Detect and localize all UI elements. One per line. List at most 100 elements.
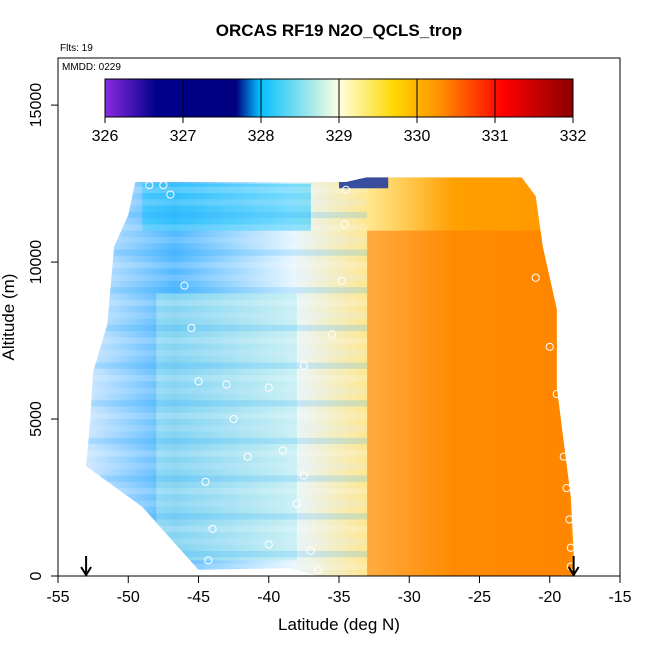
field-stripe — [86, 488, 368, 495]
chart-title: ORCAS RF19 N2O_QCLS_trop — [216, 21, 463, 40]
y-tick-label: 15000 — [28, 83, 45, 128]
y-tick-label: 5000 — [28, 401, 45, 437]
sample-point — [566, 543, 575, 552]
field-stripe — [86, 400, 368, 407]
sample-point — [208, 524, 217, 534]
sample-point — [419, 166, 428, 176]
field-stripe — [86, 513, 368, 520]
x-axis-label: Latitude (deg N) — [278, 615, 400, 634]
colorbar-tick-label: 332 — [560, 128, 587, 145]
sample-point — [340, 220, 349, 229]
sample-point — [489, 166, 498, 176]
sample-point — [264, 540, 273, 549]
sample-point — [327, 330, 337, 339]
field-stripe — [86, 375, 368, 382]
sample-point — [229, 414, 238, 424]
colorbar-tick-label: 326 — [92, 128, 119, 145]
field-stripe — [86, 236, 368, 244]
sample-point — [341, 185, 351, 194]
sample-point — [187, 323, 196, 333]
date-annotation: MMDD: 0229 — [62, 62, 121, 73]
sample-point — [306, 546, 315, 555]
sample-point — [299, 361, 308, 370]
x-tick-label: -20 — [538, 589, 561, 606]
x-tick-label: -55 — [46, 589, 69, 606]
field-stripe — [86, 437, 368, 445]
sample-point — [565, 515, 574, 524]
field-stripe — [86, 450, 368, 457]
field-stripe — [86, 324, 368, 332]
arrow-head — [567, 566, 580, 577]
sample-point — [559, 452, 568, 461]
sample-point — [204, 556, 213, 565]
field-stripe — [86, 563, 368, 570]
sample-point — [405, 166, 414, 176]
sample-point — [145, 181, 154, 190]
field-stripe — [86, 224, 368, 231]
colorbar-tick-label: 331 — [482, 128, 509, 145]
field-stripe — [86, 249, 368, 256]
x-tick-label: -50 — [117, 589, 140, 606]
field-stripe — [86, 262, 368, 269]
sample-point — [531, 273, 540, 282]
field-top-strip — [339, 177, 389, 189]
sample-point — [180, 281, 189, 290]
sample-point — [299, 471, 308, 480]
y-axis: 0 5000 10000 15000 — [28, 83, 58, 580]
field-region-tropical-warm — [367, 230, 571, 576]
colorbar-tick-label: 328 — [248, 128, 275, 145]
field-stripe — [86, 362, 368, 369]
field-region-mid-latitude-blue — [156, 293, 297, 561]
x-tick-label: -25 — [468, 589, 491, 606]
heat-field — [86, 177, 575, 576]
field-stripe — [86, 387, 368, 394]
sample-point — [461, 166, 470, 176]
x-axis: -55 -50 -45 -40 -35 -30 -25 -20 -15 — [46, 576, 632, 606]
x-tick-label: -35 — [327, 589, 350, 606]
field-bands — [86, 177, 571, 576]
sample-point — [278, 446, 287, 455]
sample-point — [159, 181, 168, 190]
sample-point — [517, 166, 526, 176]
flights-annotation: Flts: 19 — [60, 43, 93, 54]
field-stripe — [86, 199, 368, 206]
field-stripe — [86, 538, 368, 545]
field-stripe — [86, 186, 368, 193]
sample-point — [201, 477, 210, 486]
field-stripe — [86, 525, 368, 533]
y-axis-label: Altitude (m) — [0, 274, 18, 361]
field-stripe — [86, 412, 368, 420]
sample-point — [545, 342, 554, 351]
field-stripe — [86, 337, 368, 344]
x-tick-label: -15 — [608, 589, 631, 606]
sample-point — [433, 166, 442, 176]
sample-point — [243, 452, 252, 461]
sample-points — [145, 166, 575, 574]
sample-point — [337, 276, 346, 285]
sample-point — [562, 483, 571, 493]
colorbar-tick-label: 329 — [326, 128, 353, 145]
sample-point — [552, 389, 561, 399]
field-stripe — [86, 287, 368, 294]
sample-point — [222, 380, 231, 389]
field-stripe — [86, 211, 368, 219]
sample-point — [166, 190, 175, 199]
colorbar-ticks: 326 327 328 329 330 331 332 — [92, 79, 587, 145]
field-stripe — [86, 500, 368, 507]
field-stripe — [86, 550, 368, 558]
field-stripe — [86, 299, 368, 307]
x-tick-label: -45 — [187, 589, 210, 606]
sample-point — [194, 377, 203, 386]
colorbar-tick-label: 327 — [170, 128, 197, 145]
field-stripe — [86, 312, 368, 319]
x-tick-label: -40 — [257, 589, 280, 606]
y-tick-label: 0 — [28, 571, 45, 580]
field-stripe — [86, 475, 368, 482]
field-stripe — [86, 462, 368, 470]
field-stripe — [86, 274, 368, 281]
x-tick-label: -30 — [398, 589, 421, 606]
field-stripe — [86, 177, 368, 181]
colorbar-tick-label: 330 — [404, 128, 431, 145]
sample-point — [264, 383, 273, 392]
